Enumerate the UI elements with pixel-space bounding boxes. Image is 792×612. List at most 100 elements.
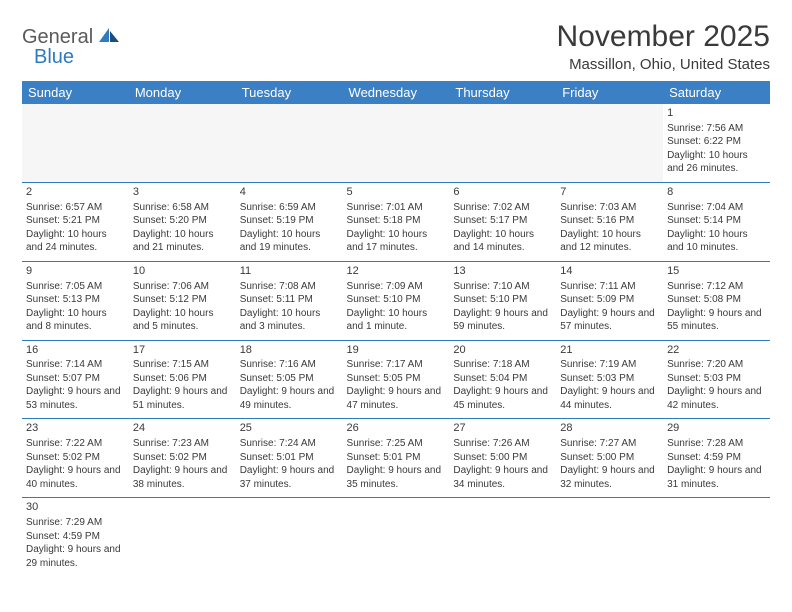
daylight-text: Daylight: 9 hours and 47 minutes. xyxy=(347,385,446,412)
calendar-day-cell: 15Sunrise: 7:12 AMSunset: 5:08 PMDayligh… xyxy=(663,261,770,340)
calendar-empty-cell xyxy=(129,498,236,576)
sunrise-text: Sunrise: 6:57 AM xyxy=(26,201,125,215)
calendar-empty-cell xyxy=(22,104,129,182)
sunrise-text: Sunrise: 6:58 AM xyxy=(133,201,232,215)
header: General November 2025 Massillon, Ohio, U… xyxy=(22,20,770,73)
title-area: November 2025 Massillon, Ohio, United St… xyxy=(557,20,770,73)
sunset-text: Sunset: 5:03 PM xyxy=(560,372,659,386)
day-number: 20 xyxy=(453,343,552,358)
sunrise-text: Sunrise: 7:28 AM xyxy=(667,437,766,451)
sunrise-text: Sunrise: 7:29 AM xyxy=(26,516,125,530)
daylight-text: Daylight: 9 hours and 34 minutes. xyxy=(453,464,552,491)
sunrise-text: Sunrise: 7:26 AM xyxy=(453,437,552,451)
day-number: 28 xyxy=(560,421,659,436)
calendar-day-cell: 4Sunrise: 6:59 AMSunset: 5:19 PMDaylight… xyxy=(236,182,343,261)
weekday-header: Tuesday xyxy=(236,81,343,104)
calendar-day-cell: 18Sunrise: 7:16 AMSunset: 5:05 PMDayligh… xyxy=(236,340,343,419)
sunset-text: Sunset: 5:05 PM xyxy=(240,372,339,386)
calendar-empty-cell xyxy=(236,498,343,576)
calendar-day-cell: 14Sunrise: 7:11 AMSunset: 5:09 PMDayligh… xyxy=(556,261,663,340)
sunrise-text: Sunrise: 7:11 AM xyxy=(560,280,659,294)
sunset-text: Sunset: 5:21 PM xyxy=(26,214,125,228)
day-number: 18 xyxy=(240,343,339,358)
sunset-text: Sunset: 5:13 PM xyxy=(26,293,125,307)
sunset-text: Sunset: 5:20 PM xyxy=(133,214,232,228)
sunset-text: Sunset: 5:18 PM xyxy=(347,214,446,228)
daylight-text: Daylight: 9 hours and 40 minutes. xyxy=(26,464,125,491)
day-number: 4 xyxy=(240,185,339,200)
day-number: 1 xyxy=(667,106,766,121)
day-number: 3 xyxy=(133,185,232,200)
daylight-text: Daylight: 9 hours and 57 minutes. xyxy=(560,307,659,334)
day-number: 17 xyxy=(133,343,232,358)
sunset-text: Sunset: 5:02 PM xyxy=(133,451,232,465)
sunrise-text: Sunrise: 7:19 AM xyxy=(560,358,659,372)
day-number: 10 xyxy=(133,264,232,279)
calendar-day-cell: 16Sunrise: 7:14 AMSunset: 5:07 PMDayligh… xyxy=(22,340,129,419)
calendar-day-cell: 22Sunrise: 7:20 AMSunset: 5:03 PMDayligh… xyxy=(663,340,770,419)
day-number: 7 xyxy=(560,185,659,200)
sunrise-text: Sunrise: 7:24 AM xyxy=(240,437,339,451)
calendar-day-cell: 20Sunrise: 7:18 AMSunset: 5:04 PMDayligh… xyxy=(449,340,556,419)
calendar-day-cell: 21Sunrise: 7:19 AMSunset: 5:03 PMDayligh… xyxy=(556,340,663,419)
day-number: 2 xyxy=(26,185,125,200)
day-number: 26 xyxy=(347,421,446,436)
calendar-week-row: 23Sunrise: 7:22 AMSunset: 5:02 PMDayligh… xyxy=(22,419,770,498)
day-number: 25 xyxy=(240,421,339,436)
day-number: 23 xyxy=(26,421,125,436)
calendar-day-cell: 7Sunrise: 7:03 AMSunset: 5:16 PMDaylight… xyxy=(556,182,663,261)
sunrise-text: Sunrise: 7:09 AM xyxy=(347,280,446,294)
logo-text-blue: Blue xyxy=(34,46,74,69)
day-number: 24 xyxy=(133,421,232,436)
sunrise-text: Sunrise: 6:59 AM xyxy=(240,201,339,215)
sunset-text: Sunset: 5:10 PM xyxy=(453,293,552,307)
day-number: 29 xyxy=(667,421,766,436)
sunrise-text: Sunrise: 7:02 AM xyxy=(453,201,552,215)
calendar-empty-cell xyxy=(343,104,450,182)
weekday-header: Wednesday xyxy=(343,81,450,104)
sunset-text: Sunset: 5:12 PM xyxy=(133,293,232,307)
daylight-text: Daylight: 9 hours and 35 minutes. xyxy=(347,464,446,491)
daylight-text: Daylight: 9 hours and 42 minutes. xyxy=(667,385,766,412)
sunrise-text: Sunrise: 7:12 AM xyxy=(667,280,766,294)
sunset-text: Sunset: 5:10 PM xyxy=(347,293,446,307)
daylight-text: Daylight: 9 hours and 31 minutes. xyxy=(667,464,766,491)
daylight-text: Daylight: 10 hours and 1 minute. xyxy=(347,307,446,334)
sunset-text: Sunset: 5:19 PM xyxy=(240,214,339,228)
daylight-text: Daylight: 10 hours and 21 minutes. xyxy=(133,228,232,255)
sunrise-text: Sunrise: 7:18 AM xyxy=(453,358,552,372)
sunrise-text: Sunrise: 7:08 AM xyxy=(240,280,339,294)
calendar-empty-cell xyxy=(343,498,450,576)
sunset-text: Sunset: 5:02 PM xyxy=(26,451,125,465)
calendar-week-row: 16Sunrise: 7:14 AMSunset: 5:07 PMDayligh… xyxy=(22,340,770,419)
daylight-text: Daylight: 9 hours and 38 minutes. xyxy=(133,464,232,491)
calendar-day-cell: 28Sunrise: 7:27 AMSunset: 5:00 PMDayligh… xyxy=(556,419,663,498)
sunset-text: Sunset: 5:01 PM xyxy=(347,451,446,465)
day-number: 30 xyxy=(26,500,125,515)
sunset-text: Sunset: 5:11 PM xyxy=(240,293,339,307)
weekday-header: Sunday xyxy=(22,81,129,104)
calendar-week-row: 1Sunrise: 7:56 AMSunset: 6:22 PMDaylight… xyxy=(22,104,770,182)
calendar-day-cell: 11Sunrise: 7:08 AMSunset: 5:11 PMDayligh… xyxy=(236,261,343,340)
day-number: 9 xyxy=(26,264,125,279)
daylight-text: Daylight: 10 hours and 8 minutes. xyxy=(26,307,125,334)
calendar-empty-cell xyxy=(236,104,343,182)
weekday-header: Thursday xyxy=(449,81,556,104)
calendar-week-row: 30Sunrise: 7:29 AMSunset: 4:59 PMDayligh… xyxy=(22,498,770,576)
sunrise-text: Sunrise: 7:56 AM xyxy=(667,122,766,136)
calendar-day-cell: 5Sunrise: 7:01 AMSunset: 5:18 PMDaylight… xyxy=(343,182,450,261)
calendar-day-cell: 2Sunrise: 6:57 AMSunset: 5:21 PMDaylight… xyxy=(22,182,129,261)
daylight-text: Daylight: 10 hours and 17 minutes. xyxy=(347,228,446,255)
daylight-text: Daylight: 9 hours and 51 minutes. xyxy=(133,385,232,412)
day-number: 15 xyxy=(667,264,766,279)
calendar-day-cell: 29Sunrise: 7:28 AMSunset: 4:59 PMDayligh… xyxy=(663,419,770,498)
sunset-text: Sunset: 5:00 PM xyxy=(453,451,552,465)
sunrise-text: Sunrise: 7:04 AM xyxy=(667,201,766,215)
daylight-text: Daylight: 9 hours and 53 minutes. xyxy=(26,385,125,412)
sail-icon xyxy=(97,26,121,49)
sunset-text: Sunset: 5:04 PM xyxy=(453,372,552,386)
sunrise-text: Sunrise: 7:16 AM xyxy=(240,358,339,372)
calendar-week-row: 2Sunrise: 6:57 AMSunset: 5:21 PM Daylight… xyxy=(22,182,770,261)
sunset-text: Sunset: 5:09 PM xyxy=(560,293,659,307)
sunrise-text: Sunrise: 7:15 AM xyxy=(133,358,232,372)
